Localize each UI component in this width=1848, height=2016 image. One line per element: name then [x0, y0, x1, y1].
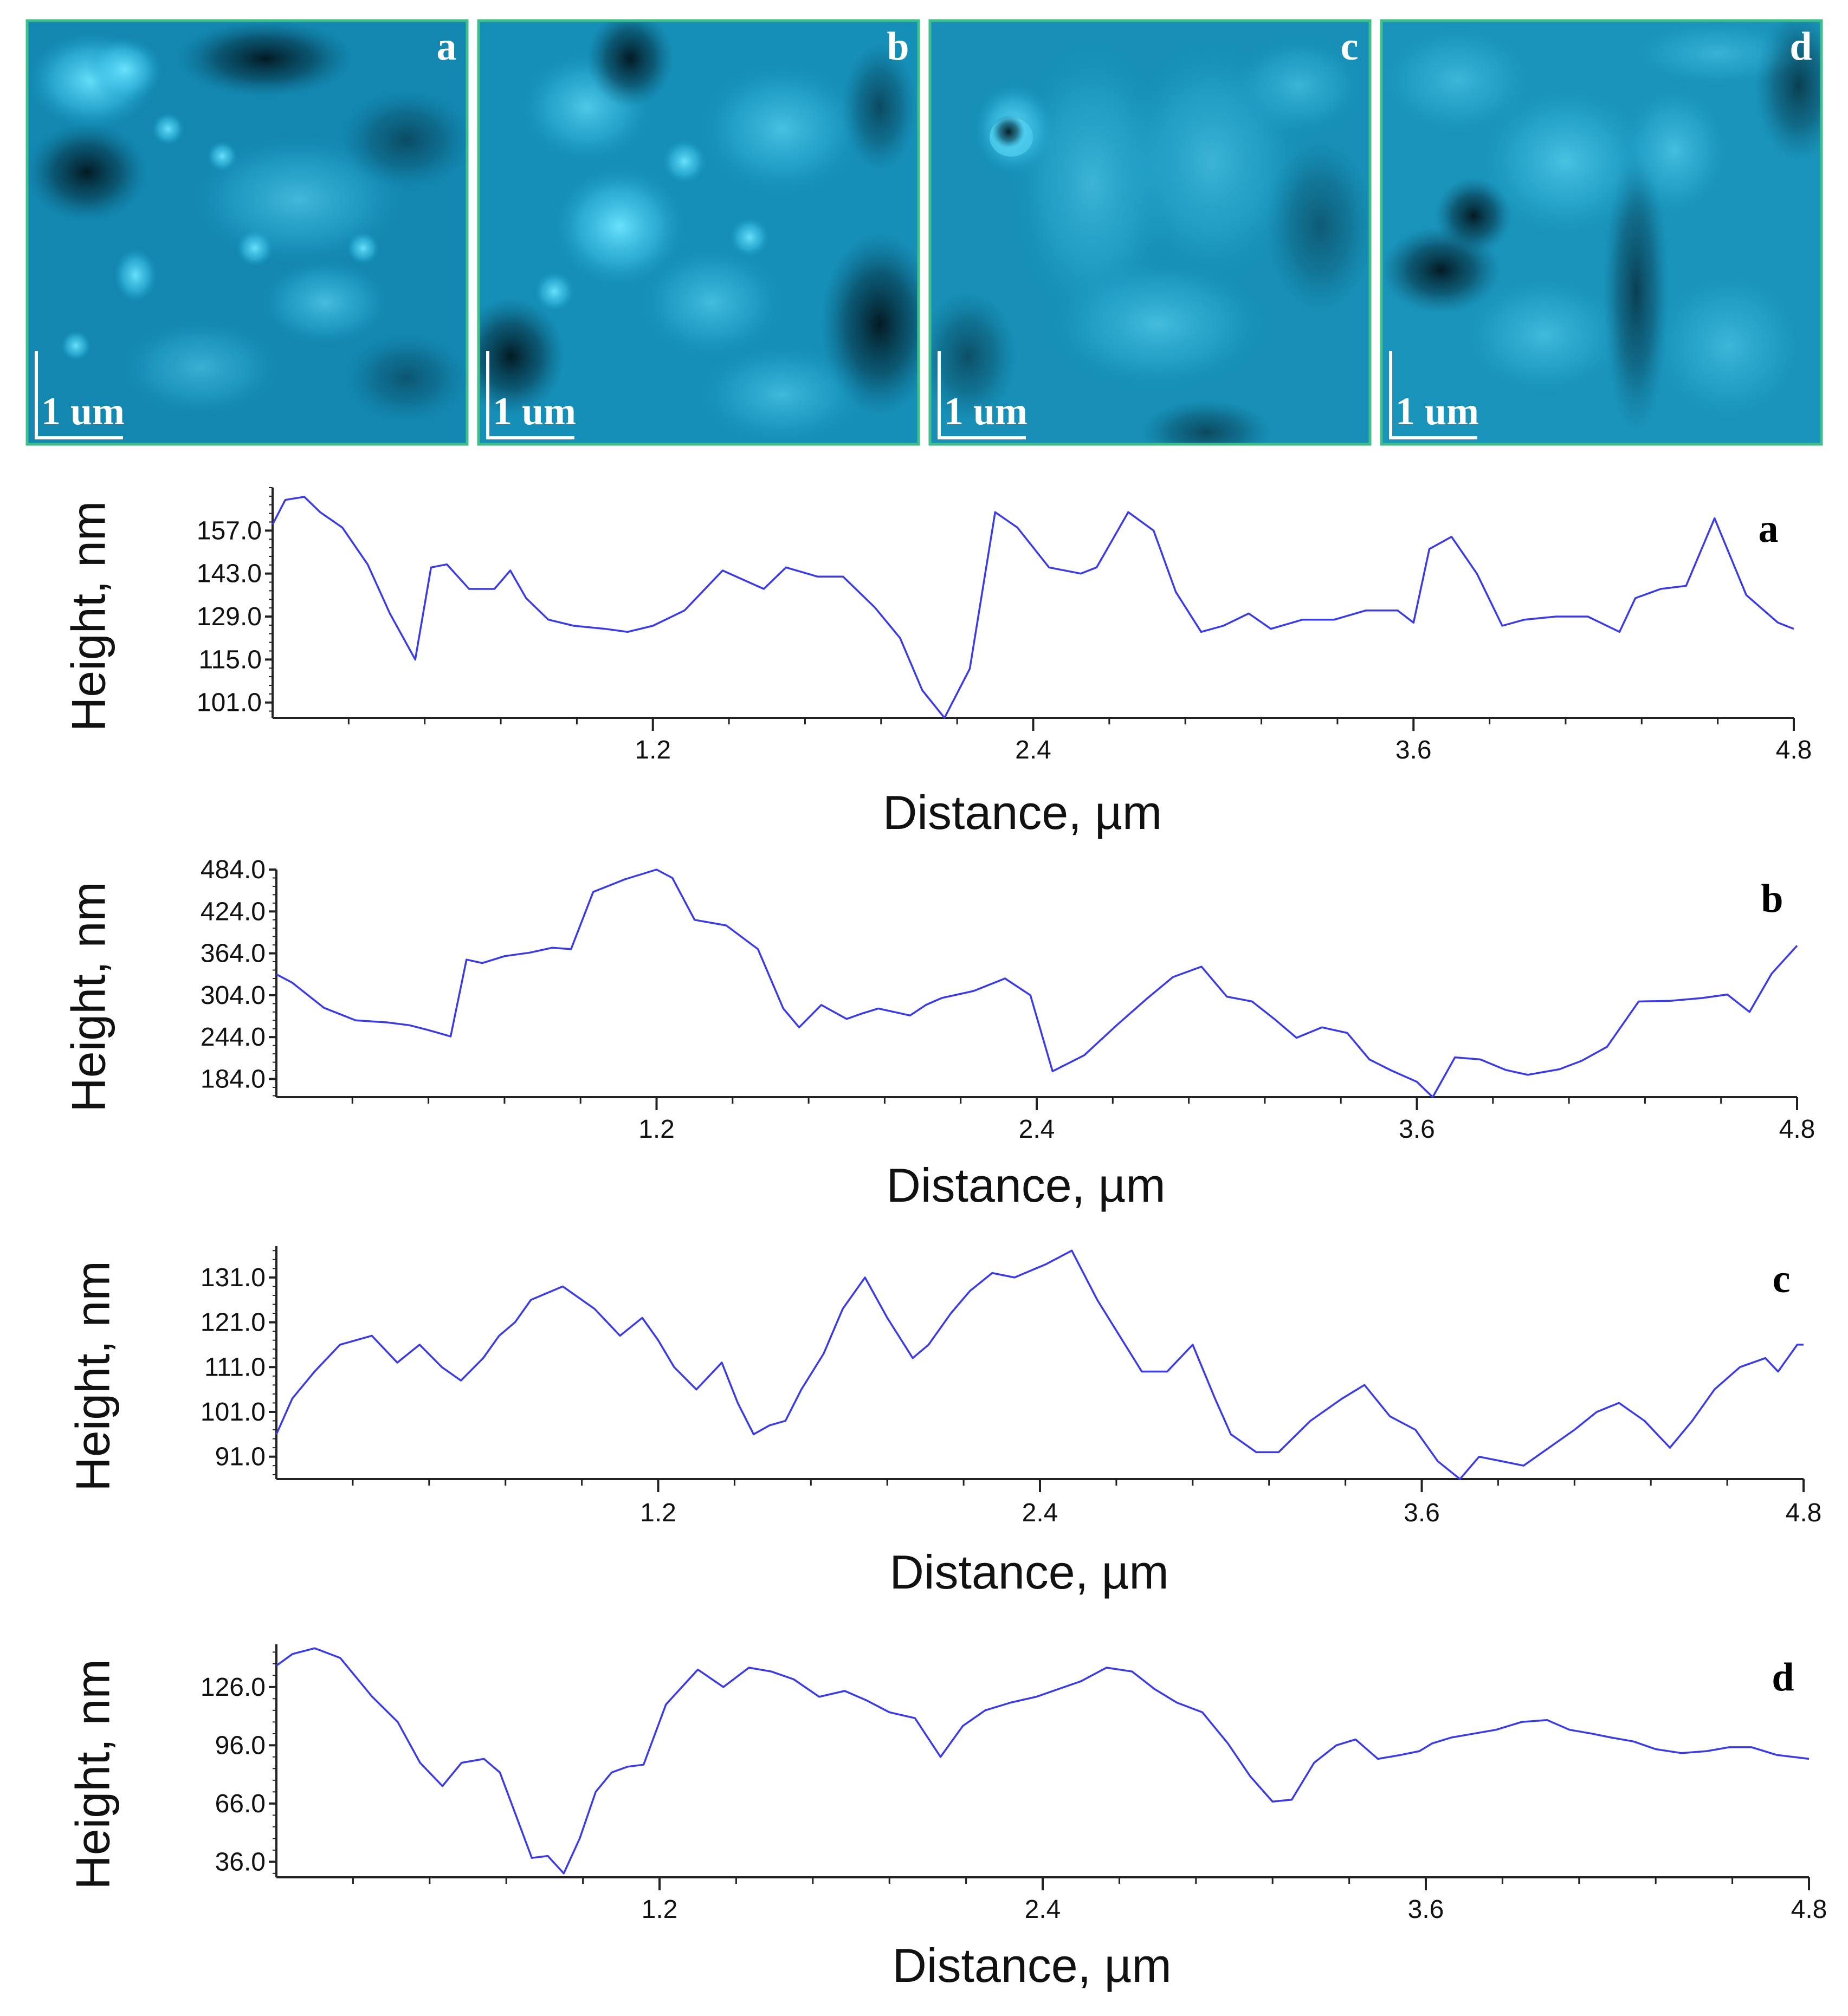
x-tick-label: 2.4: [1025, 1895, 1061, 1924]
scale-bar: [486, 351, 574, 439]
image-frame: [1380, 19, 1823, 446]
y-tick-label: 143.0: [197, 560, 262, 588]
x-tick-label: 1.2: [635, 736, 671, 764]
afm-image-c: [930, 21, 1370, 444]
x-axis-title: Distance, µm: [886, 1158, 1165, 1212]
y-tick-label: 126.0: [201, 1673, 266, 1702]
y-tick-label: 244.0: [201, 1023, 266, 1052]
y-tick-label: 36.0: [215, 1848, 266, 1876]
afm-texture: [479, 21, 919, 443]
chart-panel-letter: c: [1773, 1257, 1791, 1301]
y-tick-label: 157.0: [197, 516, 262, 545]
scale-bar: [938, 351, 1026, 439]
x-tick-label: 2.4: [1022, 1499, 1058, 1527]
x-axis-title: Distance, µm: [892, 1939, 1171, 1992]
y-axis-title: Height, nm: [61, 881, 115, 1112]
y-axis-title: Height, nm: [61, 501, 115, 732]
afm-image-b: [479, 21, 919, 444]
profile-line-a: [272, 496, 1794, 719]
chart-panel-letter: a: [1759, 507, 1779, 551]
y-axis-title: Height, nm: [66, 1261, 119, 1492]
y-tick-label: 484.0: [201, 855, 266, 884]
profile-line-d: [275, 1647, 1810, 1875]
y-tick-label: 364.0: [201, 939, 266, 968]
image-panel-letter: d: [1789, 24, 1812, 69]
image-frame: [477, 19, 920, 446]
image-panel-letter: b: [887, 24, 909, 69]
image-frame: [928, 19, 1372, 446]
scale-bar-label: 1 um: [944, 390, 1028, 433]
image-frame: [25, 19, 469, 446]
scale-bar-label: 1 um: [493, 390, 576, 433]
afm-image-overlay-a: a 1 um: [25, 19, 469, 446]
chart-panel-letter: d: [1772, 1655, 1794, 1700]
x-tick-label: 4.8: [1779, 1115, 1815, 1144]
profile-line-b: [276, 868, 1798, 1098]
scale-bar: [35, 351, 123, 439]
y-tick-label: 304.0: [201, 981, 266, 1010]
x-tick-label: 1.2: [642, 1895, 678, 1924]
afm-image-overlay-d: d 1 um: [1380, 19, 1823, 446]
height-profile-chart-b: 1.2 2.4 3.6 4.8 184.0 244.0 304.0 364.0 424.0 484…: [61, 855, 1815, 1212]
x-tick-label: 4.8: [1776, 736, 1812, 764]
afm-image-overlay-b: b 1 um: [477, 19, 920, 446]
x-tick-label: 3.6: [1404, 1499, 1440, 1527]
height-profile-chart-c: 1.2 2.4 3.6 4.8 91.0 101.0 111.0 121.0 131.0 Dist…: [66, 1246, 1821, 1599]
profile-line-c: [275, 1249, 1804, 1480]
afm-texture: [930, 37, 1370, 444]
image-panel-letter: c: [1341, 24, 1359, 69]
image-panel-letter: a: [437, 24, 457, 69]
y-tick-label: 111.0: [204, 1353, 266, 1382]
afm-texture: [27, 21, 467, 422]
height-profile-chart-d: 1.2 2.4 3.6 4.8 36.0 66.0 96.0 126.0 Distance, µ…: [66, 1644, 1827, 1992]
y-tick-label: 101.0: [197, 689, 262, 717]
y-tick-label: 184.0: [201, 1065, 266, 1094]
x-tick-label: 2.4: [1019, 1115, 1055, 1144]
y-tick-label: 96.0: [215, 1731, 266, 1760]
x-tick-label: 3.6: [1408, 1895, 1444, 1924]
scale-bar-label: 1 um: [41, 390, 125, 433]
height-profile-chart-a: 1.2 2.4 3.6 4.8 101.0 115.0 129.0 143.0 157.0 Dis…: [61, 487, 1812, 839]
x-tick-label: 1.2: [640, 1499, 676, 1527]
y-tick-label: 424.0: [201, 897, 266, 926]
y-axis-title: Height, nm: [66, 1659, 119, 1890]
height-profile-charts: 1.2 2.4 3.6 4.8 101.0 115.0 129.0 143.0 157.0 Dis…: [61, 487, 1827, 1992]
afm-image-d: [1381, 21, 1821, 444]
y-tick-label: 121.0: [201, 1308, 266, 1337]
y-tick-label: 101.0: [201, 1398, 266, 1427]
y-tick-label: 115.0: [198, 645, 262, 674]
afm-image-overlay-c: c 1 um: [928, 19, 1372, 446]
scale-bar-label: 1 um: [1395, 390, 1479, 433]
y-tick-label: 131.0: [201, 1263, 266, 1292]
x-tick-label: 1.2: [638, 1115, 675, 1144]
chart-panel-letter: b: [1761, 877, 1783, 921]
x-tick-label: 3.6: [1395, 736, 1432, 764]
afm-texture: [1381, 21, 1821, 432]
y-tick-label: 66.0: [215, 1790, 266, 1818]
afm-image-a: [27, 21, 467, 444]
x-tick-label: 4.8: [1791, 1895, 1827, 1924]
x-tick-label: 2.4: [1015, 736, 1051, 764]
image-overlays: a 1 um b 1 um c 1 um d 1 um: [25, 19, 1823, 446]
y-tick-label: 129.0: [197, 602, 262, 631]
x-axis-title: Distance, µm: [883, 786, 1162, 839]
x-tick-label: 3.6: [1399, 1115, 1435, 1144]
x-tick-label: 4.8: [1786, 1499, 1822, 1527]
y-tick-label: 91.0: [215, 1443, 266, 1472]
scale-bar: [1389, 351, 1477, 439]
x-axis-title: Distance, µm: [889, 1545, 1168, 1599]
